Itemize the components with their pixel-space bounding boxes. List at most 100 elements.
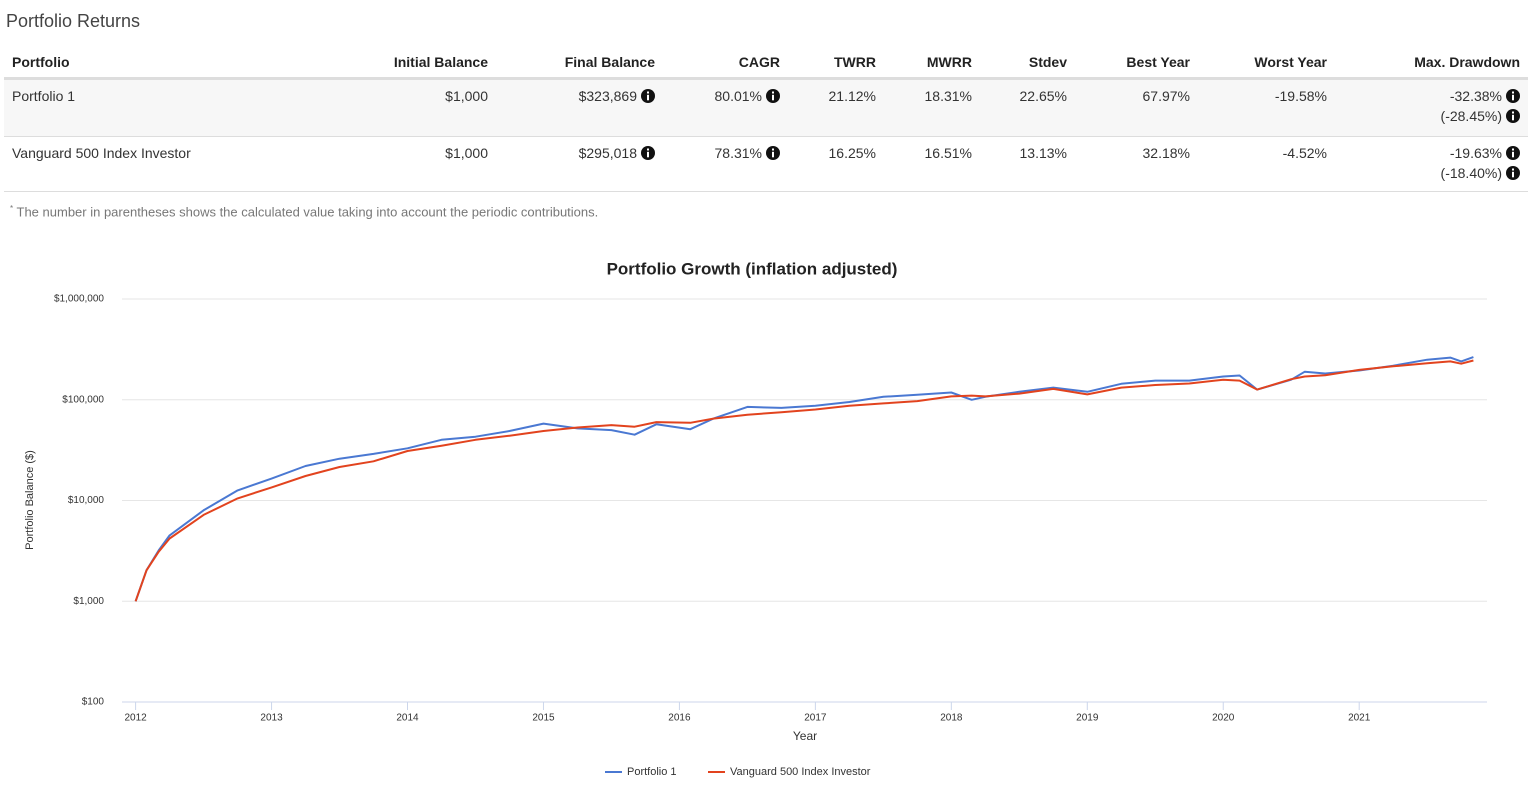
table-cell: $323,869	[496, 78, 663, 137]
column-header: Worst Year	[1198, 46, 1335, 80]
table-cell: Portfolio 1	[4, 78, 300, 137]
cell-line: Portfolio 1	[12, 86, 292, 106]
cell-text: 78.31%	[714, 145, 762, 161]
cell-text: -32.38%	[1449, 88, 1502, 104]
column-header: Best Year	[1075, 46, 1198, 80]
cell-line: 67.97%	[1083, 86, 1190, 106]
info-icon[interactable]	[1506, 89, 1520, 103]
table-cell: 78.31%	[663, 136, 788, 192]
x-axis-label: Year	[793, 729, 817, 743]
table-row: Vanguard 500 Index Investor $1,000 $295,01…	[4, 136, 1528, 192]
cell-line: (-28.45%)	[1343, 106, 1520, 126]
cell-line: Vanguard 500 Index Investor	[12, 143, 292, 163]
cell-text: -4.52%	[1282, 145, 1327, 161]
cell-text: -19.58%	[1274, 88, 1327, 104]
y-tick-label: $1,000	[73, 596, 104, 607]
table-cell: $1,000	[300, 136, 496, 192]
table-cell: $1,000	[300, 78, 496, 137]
cell-line: 78.31%	[671, 143, 780, 163]
cell-text: $323,869	[578, 88, 637, 104]
x-tick-label: 2021	[1348, 713, 1371, 724]
table-cell: 18.31%	[884, 78, 980, 137]
cell-line: $323,869	[504, 86, 655, 106]
table-row: Portfolio 1 $1,000 $323,869 80.01% 21.12% 18.…	[4, 78, 1528, 137]
cell-text: -19.63%	[1449, 145, 1502, 161]
cell-text: 80.01%	[714, 88, 762, 104]
column-header: Initial Balance	[300, 46, 496, 80]
column-header: TWRR	[788, 46, 884, 80]
header-row: Portfolio Initial Balance Final Balance CAG…	[4, 46, 1528, 80]
info-icon[interactable]	[766, 146, 780, 160]
x-tick-label: 2020	[1212, 713, 1235, 724]
cell-text: 32.18%	[1142, 145, 1190, 161]
cell-line: 22.65%	[988, 86, 1067, 106]
table-cell: -19.58%	[1198, 78, 1335, 137]
info-icon[interactable]	[641, 89, 655, 103]
info-icon[interactable]	[1506, 166, 1520, 180]
cell-text: 13.13%	[1019, 145, 1067, 161]
cell-line: $1,000	[308, 143, 488, 163]
info-icon[interactable]	[641, 146, 655, 160]
x-tick-label: 2018	[940, 713, 963, 724]
table-cell: -32.38% (-28.45%)	[1335, 78, 1528, 137]
cell-text: 22.65%	[1019, 88, 1067, 104]
footnote: * The number in parentheses shows the ca…	[10, 204, 598, 219]
x-tick-label: 2014	[396, 713, 419, 724]
table-body: Portfolio 1 $1,000 $323,869 80.01% 21.12% 18.…	[4, 78, 1528, 192]
cell-text: Portfolio 1	[12, 88, 76, 104]
cell-line: -19.63%	[1343, 143, 1520, 163]
column-header: Stdev	[980, 46, 1075, 80]
table-cell: 22.65%	[980, 78, 1075, 137]
cell-text: $1,000	[445, 88, 488, 104]
x-tick-label: 2019	[1076, 713, 1099, 724]
table-cell: $295,018	[496, 136, 663, 192]
y-tick-label: $1,000,000	[54, 294, 104, 305]
column-header: Max. Drawdown	[1335, 46, 1528, 80]
y-tick-label: $10,000	[68, 495, 105, 506]
y-tick-label: $100,000	[62, 394, 104, 405]
table-cell: -19.63% (-18.40%)	[1335, 136, 1528, 192]
cell-line: -4.52%	[1206, 143, 1327, 163]
cell-line: $1,000	[308, 86, 488, 106]
cell-line: -32.38%	[1343, 86, 1520, 106]
chart-title: Portfolio Growth (inflation adjusted)	[607, 259, 898, 278]
column-header: Portfolio	[4, 46, 300, 80]
column-header: CAGR	[663, 46, 788, 80]
cell-text: Vanguard 500 Index Investor	[12, 145, 191, 161]
cell-line: 32.18%	[1083, 143, 1190, 163]
table-cell: 67.97%	[1075, 78, 1198, 137]
cell-text: 16.51%	[924, 145, 972, 161]
y-tick-label: $100	[82, 697, 105, 708]
table-cell: 80.01%	[663, 78, 788, 137]
table-cell: 32.18%	[1075, 136, 1198, 192]
cell-text: 21.12%	[828, 88, 876, 104]
cell-line: -19.58%	[1206, 86, 1327, 106]
cell-line: 16.51%	[892, 143, 972, 163]
table-cell: -4.52%	[1198, 136, 1335, 192]
table-cell: 13.13%	[980, 136, 1075, 192]
info-icon[interactable]	[1506, 109, 1520, 123]
legend-label: Portfolio 1	[627, 766, 677, 778]
x-tick-label: 2012	[124, 713, 147, 724]
series-line	[134, 356, 1474, 602]
cell-line: 21.12%	[796, 86, 876, 106]
info-icon[interactable]	[766, 89, 780, 103]
cell-line: 16.25%	[796, 143, 876, 163]
cell-text: 18.31%	[924, 88, 972, 104]
info-icon[interactable]	[1506, 146, 1520, 160]
table-cell: Vanguard 500 Index Investor	[4, 136, 300, 192]
cell-text: (-18.40%)	[1440, 165, 1502, 181]
series-line	[134, 359, 1474, 602]
cell-text: (-28.45%)	[1440, 108, 1502, 124]
y-axis-label: Portfolio Balance ($)	[24, 450, 36, 550]
returns-table: Portfolio Initial Balance Final Balance CAG…	[4, 46, 1528, 192]
cell-line: 80.01%	[671, 86, 780, 106]
footnote-text: The number in parentheses shows the calc…	[16, 204, 599, 220]
cell-line: 13.13%	[988, 143, 1067, 163]
table-cell: 16.25%	[788, 136, 884, 192]
table-cell: 21.12%	[788, 78, 884, 137]
column-header: MWRR	[884, 46, 980, 80]
section-title: Portfolio Returns	[6, 11, 141, 31]
cell-text: $295,018	[578, 145, 637, 161]
